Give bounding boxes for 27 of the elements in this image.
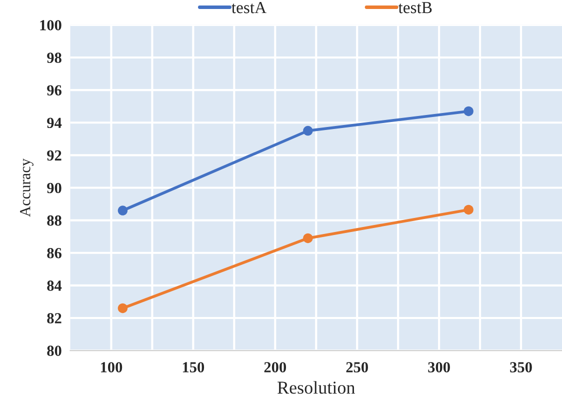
point	[464, 204, 474, 215]
x-tick-label: 300	[428, 362, 450, 372]
y-tick-label: 90	[47, 182, 62, 194]
y-tick-label: 100	[40, 20, 62, 30]
y-tick-label: 88	[47, 215, 62, 226]
y-tick-label: 98	[47, 52, 62, 63]
y-axis-title: Accuracy	[20, 158, 34, 217]
point	[118, 303, 128, 314]
point	[303, 126, 313, 136]
y-tick-label: 84	[47, 280, 62, 291]
legend-label: testB	[398, 2, 432, 14]
point	[118, 206, 128, 216]
y-tick-label: 96	[47, 85, 62, 96]
point	[464, 106, 474, 116]
point	[303, 233, 313, 244]
x-tick-label: 150	[182, 362, 204, 372]
y-tick-label: 80	[47, 346, 62, 356]
x-tick-label: 250	[346, 362, 368, 372]
x-tick-label: 100	[100, 362, 122, 372]
y-tick-label: 86	[47, 248, 62, 258]
x-axis-title: Resolution	[278, 381, 355, 394]
legend-label: testA	[232, 2, 266, 14]
y-tick-label: 92	[47, 150, 62, 161]
y-tick-label: 94	[47, 118, 62, 128]
y-tick-label: 82	[47, 313, 62, 324]
x-tick-label: 200	[264, 362, 286, 372]
x-tick-label: 350	[510, 362, 532, 372]
